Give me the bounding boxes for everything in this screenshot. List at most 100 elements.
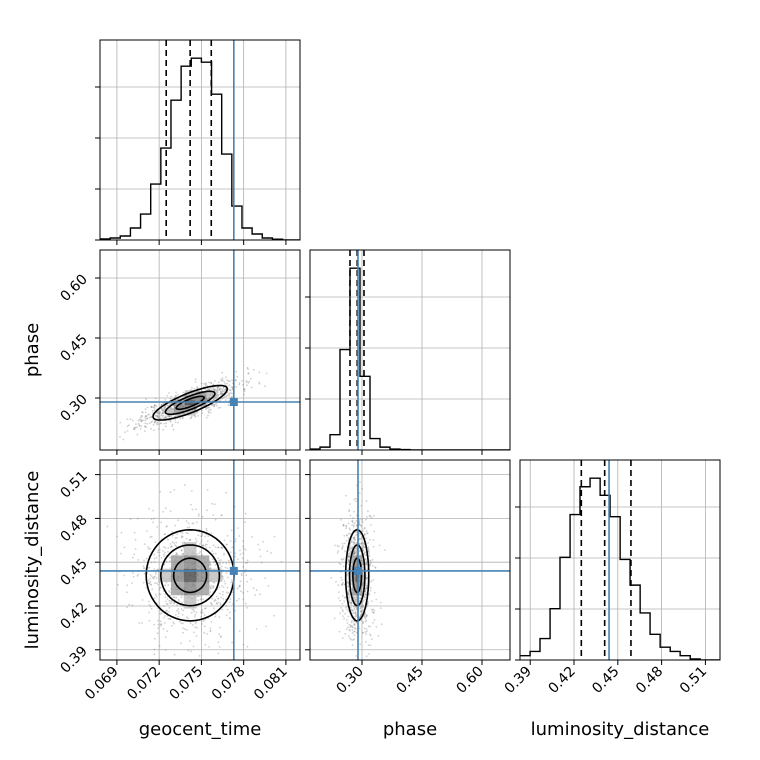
scatter-point — [224, 566, 227, 569]
scatter-point — [196, 411, 199, 414]
scatter-point — [351, 540, 353, 542]
scatter-point — [222, 586, 225, 589]
scatter-point — [212, 586, 215, 588]
scatter-point — [164, 533, 167, 536]
scatter-point — [206, 540, 209, 543]
scatter-point — [223, 554, 225, 556]
scatter-point — [342, 565, 345, 568]
scatter-point — [141, 411, 144, 414]
scatter-point — [215, 595, 218, 598]
scatter-point — [140, 414, 143, 417]
scatter-point — [221, 546, 224, 549]
scatter-point — [205, 546, 208, 549]
scatter-point — [165, 416, 168, 419]
scatter-point — [341, 602, 344, 605]
scatter-point — [149, 547, 152, 550]
scatter-point — [159, 620, 162, 623]
scatter-point — [337, 584, 340, 587]
scatter-point — [346, 605, 349, 608]
scatter-point — [146, 406, 149, 409]
scatter-point — [184, 484, 186, 486]
x-axis-label: phase — [383, 719, 437, 740]
scatter-point — [150, 416, 153, 418]
scatter-point — [240, 590, 242, 593]
scatter-point — [129, 518, 132, 520]
scatter-point — [349, 601, 352, 604]
scatter-point — [348, 510, 350, 513]
scatter-point — [224, 598, 227, 601]
scatter-point — [181, 535, 184, 538]
scatter-point — [209, 408, 212, 411]
scatter-point — [226, 608, 229, 611]
scatter-point — [231, 396, 233, 399]
scatter-point — [164, 507, 167, 510]
scatter-point — [164, 547, 167, 549]
scatter-point — [211, 558, 214, 561]
scatter-point — [222, 590, 224, 593]
scatter-point — [164, 405, 167, 408]
scatter-point — [352, 517, 354, 519]
scatter-point — [143, 572, 146, 575]
scatter-point — [209, 587, 212, 590]
scatter-point — [159, 490, 162, 493]
scatter-point — [185, 537, 188, 540]
scatter-point — [225, 614, 228, 617]
scatter-point — [216, 404, 218, 407]
scatter-point — [246, 559, 249, 562]
scatter-point — [366, 515, 368, 518]
contour-line — [344, 528, 370, 622]
scatter-point — [354, 612, 357, 614]
scatter-point — [174, 524, 177, 527]
scatter-point — [352, 541, 355, 543]
scatter-point — [369, 587, 372, 589]
scatter-point — [171, 600, 174, 603]
scatter-point — [193, 387, 196, 390]
scatter-point — [167, 547, 170, 549]
scatter-point — [177, 615, 179, 618]
scatter-point — [364, 617, 367, 620]
scatter-point — [148, 422, 151, 425]
scatter-point — [204, 607, 206, 610]
scatter-point — [367, 644, 370, 647]
scatter-point — [223, 395, 226, 398]
scatter-point — [219, 602, 222, 605]
scatter-point — [228, 380, 231, 382]
scatter-point — [349, 528, 351, 531]
scatter-point — [162, 429, 165, 431]
scatter-point — [149, 580, 152, 583]
scatter-point — [168, 415, 171, 418]
scatter-point — [226, 576, 229, 579]
scatter-point — [154, 575, 156, 578]
x-tick-label: 0.45 — [393, 664, 426, 697]
scatter-point — [166, 404, 169, 406]
x-axis-label: geocent_time — [139, 719, 262, 740]
scatter-point — [242, 545, 245, 548]
scatter-point — [189, 640, 191, 642]
scatter-point — [212, 585, 215, 588]
scatter-point — [221, 377, 224, 380]
scatter-point — [158, 593, 161, 595]
scatter-point — [171, 534, 174, 537]
scatter-point — [355, 497, 357, 500]
scatter-point — [210, 602, 213, 605]
scatter-point — [198, 655, 201, 657]
scatter-point — [362, 549, 365, 552]
scatter-point — [158, 415, 161, 418]
scatter-point — [197, 414, 200, 417]
scatter-point — [212, 383, 215, 386]
scatter-point — [236, 599, 238, 602]
scatter-point — [201, 544, 204, 547]
scatter-point — [145, 557, 148, 560]
scatter-point — [214, 615, 217, 618]
scatter-point — [235, 379, 237, 381]
scatter-point — [176, 604, 178, 607]
scatter-point — [221, 380, 223, 382]
scatter-point — [370, 638, 373, 640]
scatter-point — [150, 608, 153, 610]
scatter-point — [144, 415, 147, 418]
scatter-point — [138, 418, 141, 421]
scatter-panel-geocent_time-phase — [100, 250, 300, 450]
scatter-point — [223, 381, 226, 383]
scatter-point — [218, 388, 221, 391]
scatter-point — [181, 613, 184, 616]
